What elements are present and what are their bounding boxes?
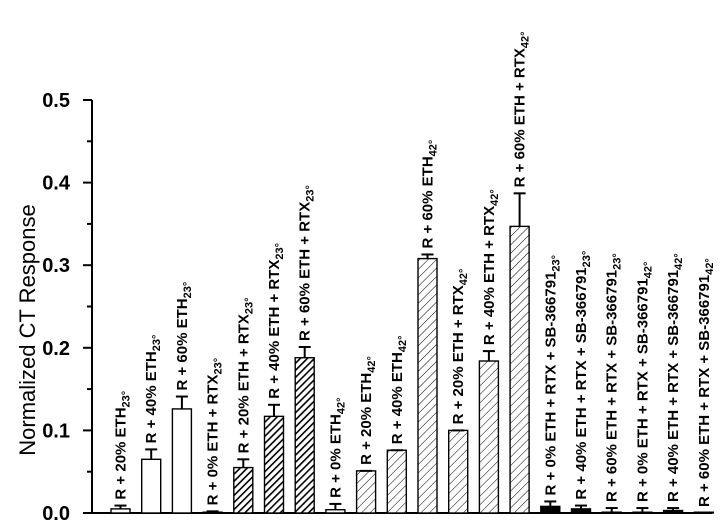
bar-label: R + 20% ETH23° [113, 391, 133, 500]
bar-label: R + 60% ETH + RTX + SB-36679123° [604, 253, 624, 502]
bar [540, 505, 561, 514]
bar-label: R + 0% ETH + RTX23° [205, 358, 225, 506]
bar-label: R + 40% ETH + RTX + SB-36679142° [665, 253, 685, 502]
bar-label: R + 60% ETH42° [420, 140, 440, 249]
bar-label: R + 60% ETH23° [174, 282, 194, 391]
bar-label: R + 40% ETH + RTX23° [266, 243, 286, 399]
bar-label: R + 0% ETH + RTX + SB-36679142° [634, 262, 654, 503]
y-tick-label: 0.1 [42, 420, 70, 442]
y-tick-label: 0.5 [42, 90, 70, 112]
y-tick-label: 0.2 [42, 338, 70, 360]
bar [355, 470, 377, 514]
bar-label: R + 60% ETH + RTX42° [512, 31, 532, 187]
bar-label: R + 20% ETH + RTX23° [235, 297, 255, 453]
bar-label: R + 20% ETH + RTX42° [450, 269, 470, 425]
bar [140, 458, 162, 514]
y-tick-label: 0.0 [42, 503, 70, 525]
bar [417, 257, 438, 514]
bar [509, 225, 530, 514]
bar [386, 449, 407, 514]
bar-label: R + 40% ETH23° [143, 335, 163, 444]
bar [233, 466, 254, 514]
bar-labels-group: R + 20% ETH23° R + 40% ETH23° R + 60% ETH2… [113, 31, 716, 507]
bar-label: R + 40% ETH + RTX + SB-36679123° [573, 251, 593, 500]
bar-label: R + 0% ETH + RTX + SB-36679123° [542, 255, 562, 496]
bar-label: R + 60% ETH + RTX23° [297, 185, 317, 341]
bar [570, 508, 592, 514]
y-tick-label: 0.3 [42, 255, 70, 277]
bar-label: R + 60% ETH + RTX + SB-36679142° [696, 258, 716, 507]
bar-label: R + 0% ETH42° [327, 397, 347, 497]
bar-label: R + 20% ETH42° [358, 356, 378, 465]
bar-label: R + 40% ETH + RTX42° [481, 189, 501, 345]
bar [263, 415, 285, 514]
y-axis-label: Normalized CT Response [15, 204, 40, 455]
bar-label: R + 40% ETH42° [389, 335, 409, 444]
y-tick-label: 0.4 [42, 173, 71, 195]
bar [110, 508, 131, 514]
bar [662, 509, 684, 514]
bar [478, 360, 500, 514]
bars-group [110, 192, 714, 514]
bar [171, 408, 193, 514]
bar [448, 429, 469, 514]
bar [294, 357, 315, 514]
bar [601, 511, 622, 514]
bar [325, 508, 346, 514]
